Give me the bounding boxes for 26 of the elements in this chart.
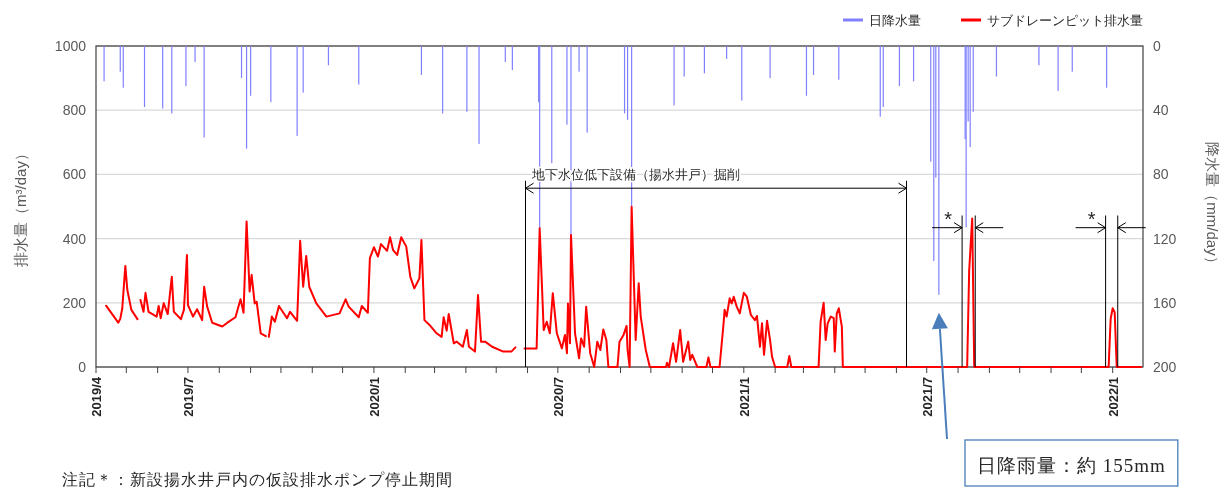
text: 日降雨量：約 155mm <box>977 455 1166 476</box>
x-tick-label: 2019/7 <box>180 377 196 417</box>
x-tick-label: 2021/1 <box>736 377 752 417</box>
y-tick-label: 800 <box>62 102 87 119</box>
y2-tick-label: 200 <box>1153 359 1177 375</box>
ref-line-label: * <box>1087 207 1096 230</box>
y2-tick-label: 40 <box>1153 102 1169 119</box>
legend-label: 日降水量 <box>869 13 921 28</box>
x-tick-label: 2019/4 <box>89 376 104 417</box>
y2-tick-label: 80 <box>1153 166 1169 183</box>
y-tick-label: 200 <box>62 294 87 311</box>
y2-tick-label: 120 <box>1153 230 1177 247</box>
x-tick-label: 2021/7 <box>919 377 935 417</box>
y-axis-title: 排水量（m³/day） <box>12 146 29 267</box>
y-tick-label: 400 <box>62 230 87 247</box>
y2-axis-title: 降水量（mm/day） <box>1204 142 1221 271</box>
x-tick-label: 2022/1 <box>1105 377 1121 417</box>
y2-tick-label: 160 <box>1153 294 1177 311</box>
text: 注記＊：新設揚水井戸内の仮設排水ポンプ停止期間 <box>62 471 453 488</box>
x-tick-label: 2020/1 <box>366 377 382 417</box>
x-tick-label: 2020/7 <box>550 377 566 417</box>
y-tick-label: 1000 <box>54 38 87 54</box>
y2-tick-label: 0 <box>1153 38 1161 54</box>
y-tick-label: 600 <box>62 166 87 183</box>
y-tick-label: 0 <box>78 359 87 375</box>
ref-line-label: * <box>944 207 953 230</box>
